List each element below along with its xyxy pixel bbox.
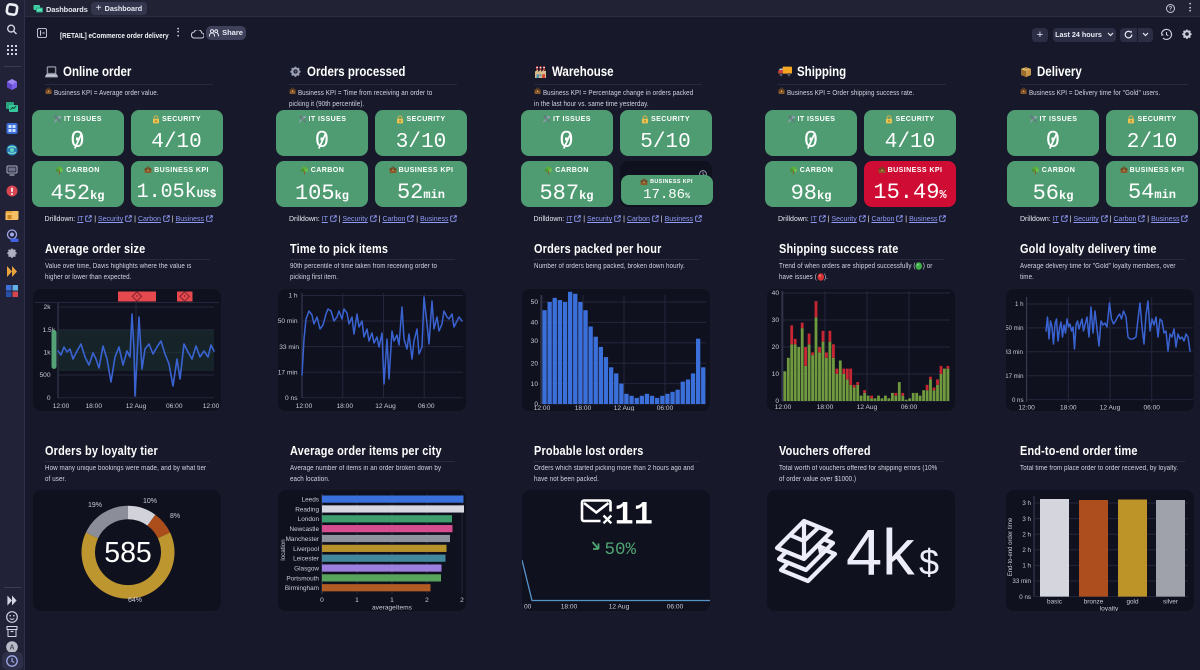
svg-text:17 min: 17 min: [1006, 373, 1024, 380]
svg-text:1.5k: 1.5k: [43, 327, 56, 334]
svg-text:18:00: 18:00: [336, 403, 353, 410]
svg-text:30: 30: [771, 317, 779, 324]
svg-text:20: 20: [531, 360, 539, 367]
svg-text:18:00: 18:00: [561, 604, 578, 611]
svg-text:location: location: [280, 539, 287, 561]
svg-text:50%: 50%: [605, 540, 637, 560]
svg-text:12 Aug: 12 Aug: [375, 403, 396, 410]
svg-text:50 min: 50 min: [278, 318, 298, 325]
svg-text:2: 2: [460, 597, 464, 604]
svg-text:Glasgow: Glasgow: [294, 565, 319, 572]
svg-text:10: 10: [771, 371, 779, 378]
svg-text:17 min: 17 min: [278, 369, 298, 376]
svg-text:basic: basic: [1047, 599, 1063, 606]
svg-text:50: 50: [531, 299, 539, 306]
svg-text:12 Aug: 12 Aug: [609, 604, 630, 611]
svg-text:Reading: Reading: [295, 506, 319, 513]
svg-text:06:00: 06:00: [657, 405, 674, 411]
svg-text:12:00: 12:00: [53, 403, 70, 410]
svg-text:18:00: 18:00: [85, 403, 102, 410]
svg-text:Leicester: Leicester: [293, 556, 320, 563]
svg-text:1 h: 1 h: [1015, 301, 1023, 308]
svg-text:3 h: 3 h: [1022, 516, 1031, 523]
svg-text:4k: 4k: [846, 516, 915, 589]
svg-text:33 min: 33 min: [1012, 578, 1031, 585]
svg-text:bronze: bronze: [1084, 599, 1104, 606]
svg-text:$: $: [919, 542, 939, 583]
svg-text:Birmingham: Birmingham: [284, 585, 318, 592]
svg-text:1 h: 1 h: [1022, 563, 1031, 570]
svg-text:12:00: 12:00: [203, 403, 220, 410]
svg-text:30: 30: [531, 338, 539, 345]
svg-text:London: London: [297, 516, 319, 523]
svg-text:12 Aug: 12 Aug: [126, 403, 147, 410]
svg-text:2 h: 2 h: [1022, 547, 1031, 554]
svg-text:20: 20: [771, 344, 779, 351]
svg-text:Manchester: Manchester: [285, 536, 319, 543]
svg-text:40: 40: [531, 320, 539, 327]
svg-text:0 ns: 0 ns: [285, 395, 298, 402]
svg-text:10%: 10%: [143, 498, 157, 505]
svg-text:18:00: 18:00: [575, 405, 592, 411]
svg-text:2k: 2k: [44, 304, 52, 311]
svg-text:12 Aug: 12 Aug: [1100, 405, 1121, 412]
svg-text:12:00: 12:00: [774, 404, 791, 411]
svg-text:gold: gold: [1126, 599, 1139, 606]
svg-text:33 min: 33 min: [279, 344, 299, 351]
svg-text:12 Aug: 12 Aug: [614, 405, 635, 411]
svg-text:40: 40: [771, 290, 779, 297]
svg-text:Liverpool: Liverpool: [293, 546, 319, 553]
svg-text:18:00: 18:00: [1060, 405, 1077, 412]
svg-text:06:00: 06:00: [166, 403, 183, 410]
svg-text:12:00: 12:00: [295, 403, 312, 410]
svg-text:0: 0: [320, 597, 324, 604]
svg-text:loyalty: loyalty: [1100, 606, 1119, 612]
svg-text:06:00: 06:00: [417, 403, 434, 410]
svg-text:3 h: 3 h: [1022, 500, 1031, 507]
svg-text:18:00: 18:00: [816, 404, 833, 411]
svg-text:0: 0: [775, 398, 779, 405]
svg-text:12:00: 12:00: [1018, 405, 1035, 412]
svg-text:33 min: 33 min: [1006, 349, 1024, 356]
svg-text:1 h: 1 h: [288, 293, 297, 300]
svg-text:Portsmouth: Portsmouth: [286, 575, 319, 582]
svg-text:0 ns: 0 ns: [1019, 594, 1031, 601]
svg-text:silver: silver: [1163, 599, 1179, 606]
svg-text:64%: 64%: [128, 597, 142, 604]
svg-text:585: 585: [104, 537, 152, 569]
svg-text:1: 1: [355, 597, 359, 604]
svg-text:8%: 8%: [170, 513, 180, 520]
svg-text:A: A: [9, 644, 14, 651]
svg-text:10: 10: [531, 381, 539, 388]
svg-text:19%: 19%: [88, 502, 102, 509]
svg-text:2: 2: [425, 597, 429, 604]
svg-text:12 Aug: 12 Aug: [856, 404, 877, 411]
svg-text:1: 1: [390, 597, 394, 604]
svg-text:00: 00: [524, 604, 532, 611]
svg-text:0: 0: [534, 401, 538, 408]
svg-text:Newcastle: Newcastle: [289, 526, 319, 533]
svg-text:0: 0: [47, 395, 51, 402]
svg-text:Leeds: Leeds: [301, 497, 318, 504]
svg-text:End-to-end order time: End-to-end order time: [1008, 517, 1014, 576]
svg-text:12:00: 12:00: [534, 405, 551, 411]
svg-text:500: 500: [39, 372, 50, 379]
svg-text:?: ?: [1169, 7, 1173, 13]
svg-text:06:00: 06:00: [1143, 405, 1160, 412]
svg-text:11: 11: [615, 497, 653, 534]
svg-text:averageItems: averageItems: [372, 605, 413, 612]
svg-text:06:00: 06:00: [900, 404, 917, 411]
svg-text:1k: 1k: [44, 350, 52, 357]
svg-text:06:00: 06:00: [667, 604, 684, 611]
svg-text:0 ns: 0 ns: [1012, 397, 1024, 404]
svg-text:50 min: 50 min: [1006, 325, 1024, 332]
svg-text:2 h: 2 h: [1022, 531, 1031, 538]
